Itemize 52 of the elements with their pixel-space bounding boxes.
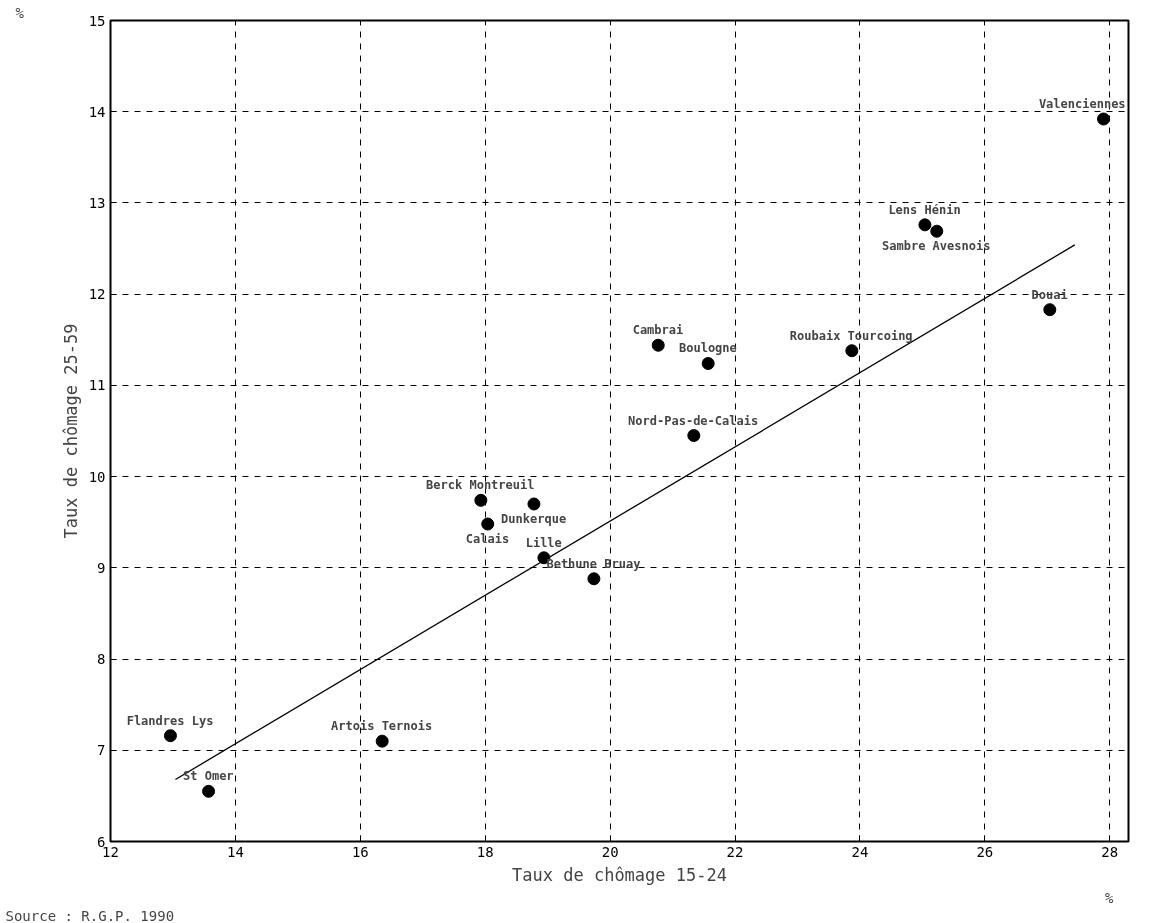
- x-tick-label: 14: [226, 843, 244, 860]
- point: [651, 338, 665, 352]
- x-tick-label: 20: [601, 843, 619, 860]
- y-tick-label: 13: [88, 194, 106, 211]
- point: [701, 357, 715, 370]
- point: [930, 224, 944, 238]
- point: [1097, 112, 1111, 126]
- annotation: Nord-Pas-de-Calais: [628, 413, 759, 428]
- y-tick-label: 10: [88, 468, 106, 485]
- point: [687, 429, 701, 443]
- point: [202, 784, 216, 798]
- annotation: St Omer: [183, 769, 234, 784]
- annotation: Cambrai: [632, 323, 684, 338]
- x-tick-label: 26: [976, 843, 994, 860]
- point: [481, 517, 495, 531]
- annotation: Berck Montreuil: [426, 478, 535, 493]
- annotation: Boulogne: [678, 341, 737, 356]
- x-tick-label: 16: [351, 843, 369, 860]
- annotation: Flandres Lys: [126, 713, 214, 728]
- annotation: Roubaix Tourcoing: [789, 328, 913, 343]
- x-tick-label: 18: [476, 843, 494, 860]
- annotation: Lens Hénin: [888, 202, 961, 217]
- y-axis-title: Taux de chômage 25-59: [60, 323, 81, 539]
- annotation: Douai: [1031, 287, 1068, 302]
- y-tick-label: 7: [97, 742, 106, 759]
- text: %: [15, 4, 25, 21]
- text: %: [1105, 889, 1115, 906]
- y-tick-label: 14: [88, 103, 106, 120]
- annotation: Calais: [465, 532, 510, 547]
- y-tick-label: 11: [88, 377, 106, 394]
- y-tick-label: 9: [97, 559, 106, 576]
- x-tick-label: 22: [726, 843, 744, 860]
- point: [375, 734, 389, 748]
- annotation: Sambre Avesnois: [882, 239, 991, 254]
- point: [918, 218, 932, 232]
- x-axis-title: Taux de chômage 15-24: [512, 864, 727, 885]
- y-tick-label: 15: [88, 12, 106, 29]
- point: [474, 493, 488, 507]
- point: [527, 497, 541, 511]
- annotation: Artois Ternois: [331, 719, 433, 734]
- x-tick-label: 24: [851, 843, 869, 860]
- x-tick-label: 28: [1101, 843, 1119, 860]
- source-note: Source : R.G.P. 1990: [5, 907, 175, 923]
- point: [587, 572, 601, 586]
- point: [1043, 303, 1057, 317]
- y-tick-label: 8: [97, 651, 106, 668]
- point: [163, 729, 177, 743]
- annotation: Valenciennes: [1038, 97, 1126, 112]
- y-tick-label: 12: [88, 286, 106, 303]
- point: [845, 344, 859, 358]
- annotation: Dunkerque: [501, 511, 567, 526]
- annotation: Lille: [525, 535, 562, 550]
